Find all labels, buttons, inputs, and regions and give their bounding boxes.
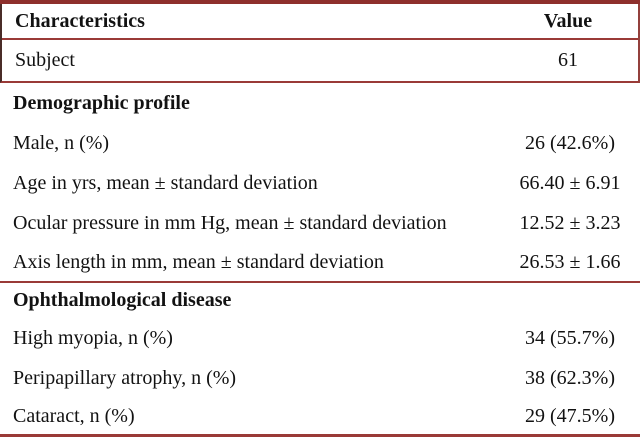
row-label: Male, n (%) <box>13 131 110 154</box>
table-row-age: Age in yrs, mean ± standard deviation 66… <box>0 163 640 203</box>
table-row-male: Male, n (%) 26 (42.6%) <box>0 123 640 163</box>
row-value: 66.40 ± 6.91 <box>519 171 621 194</box>
column-header-value: Value <box>543 9 593 32</box>
row-value: 61 <box>558 49 578 71</box>
column-header-row: Characteristics Value <box>2 4 638 40</box>
row-label: Ocular pressure in mm Hg, mean ± standar… <box>13 211 447 234</box>
row-value: 29 (47.5%) <box>525 404 615 427</box>
table-row-cataract: Cataract, n (%) 29 (47.5%) <box>0 398 640 434</box>
table-row-peripapillary-atrophy: Peripapillary atrophy, n (%) 38 (62.3%) <box>0 358 640 398</box>
row-label: Age in yrs, mean ± standard deviation <box>13 171 318 194</box>
row-value: 38 (62.3%) <box>525 366 615 389</box>
row-label: High myopia, n (%) <box>13 326 173 349</box>
row-value: 26.53 ± 1.66 <box>519 250 621 273</box>
row-label: Peripapillary atrophy, n (%) <box>13 366 237 389</box>
row-label: Cataract, n (%) <box>13 404 135 427</box>
section-header-demographic-profile: Demographic profile <box>0 83 640 123</box>
table-row-subject: Subject 61 <box>2 40 638 81</box>
row-value: 34 (55.7%) <box>525 326 615 349</box>
table-row-axis-length: Axis length in mm, mean ± standard devia… <box>0 243 640 281</box>
section-header-ophthalmological-disease: Ophthalmological disease <box>0 281 640 318</box>
row-value: 12.52 ± 3.23 <box>519 211 621 234</box>
section-header-label: Ophthalmological disease <box>13 289 232 311</box>
column-header-characteristics: Characteristics <box>15 9 145 32</box>
row-value: 26 (42.6%) <box>525 131 615 154</box>
table-row-ocular-pressure: Ocular pressure in mm Hg, mean ± standar… <box>0 203 640 243</box>
section-header-label: Demographic profile <box>13 91 190 114</box>
table-row-high-myopia: High myopia, n (%) 34 (55.7%) <box>0 318 640 358</box>
row-label: Subject <box>15 49 75 71</box>
table-header-box: Characteristics Value Subject 61 <box>0 4 640 83</box>
row-label: Axis length in mm, mean ± standard devia… <box>13 250 384 273</box>
